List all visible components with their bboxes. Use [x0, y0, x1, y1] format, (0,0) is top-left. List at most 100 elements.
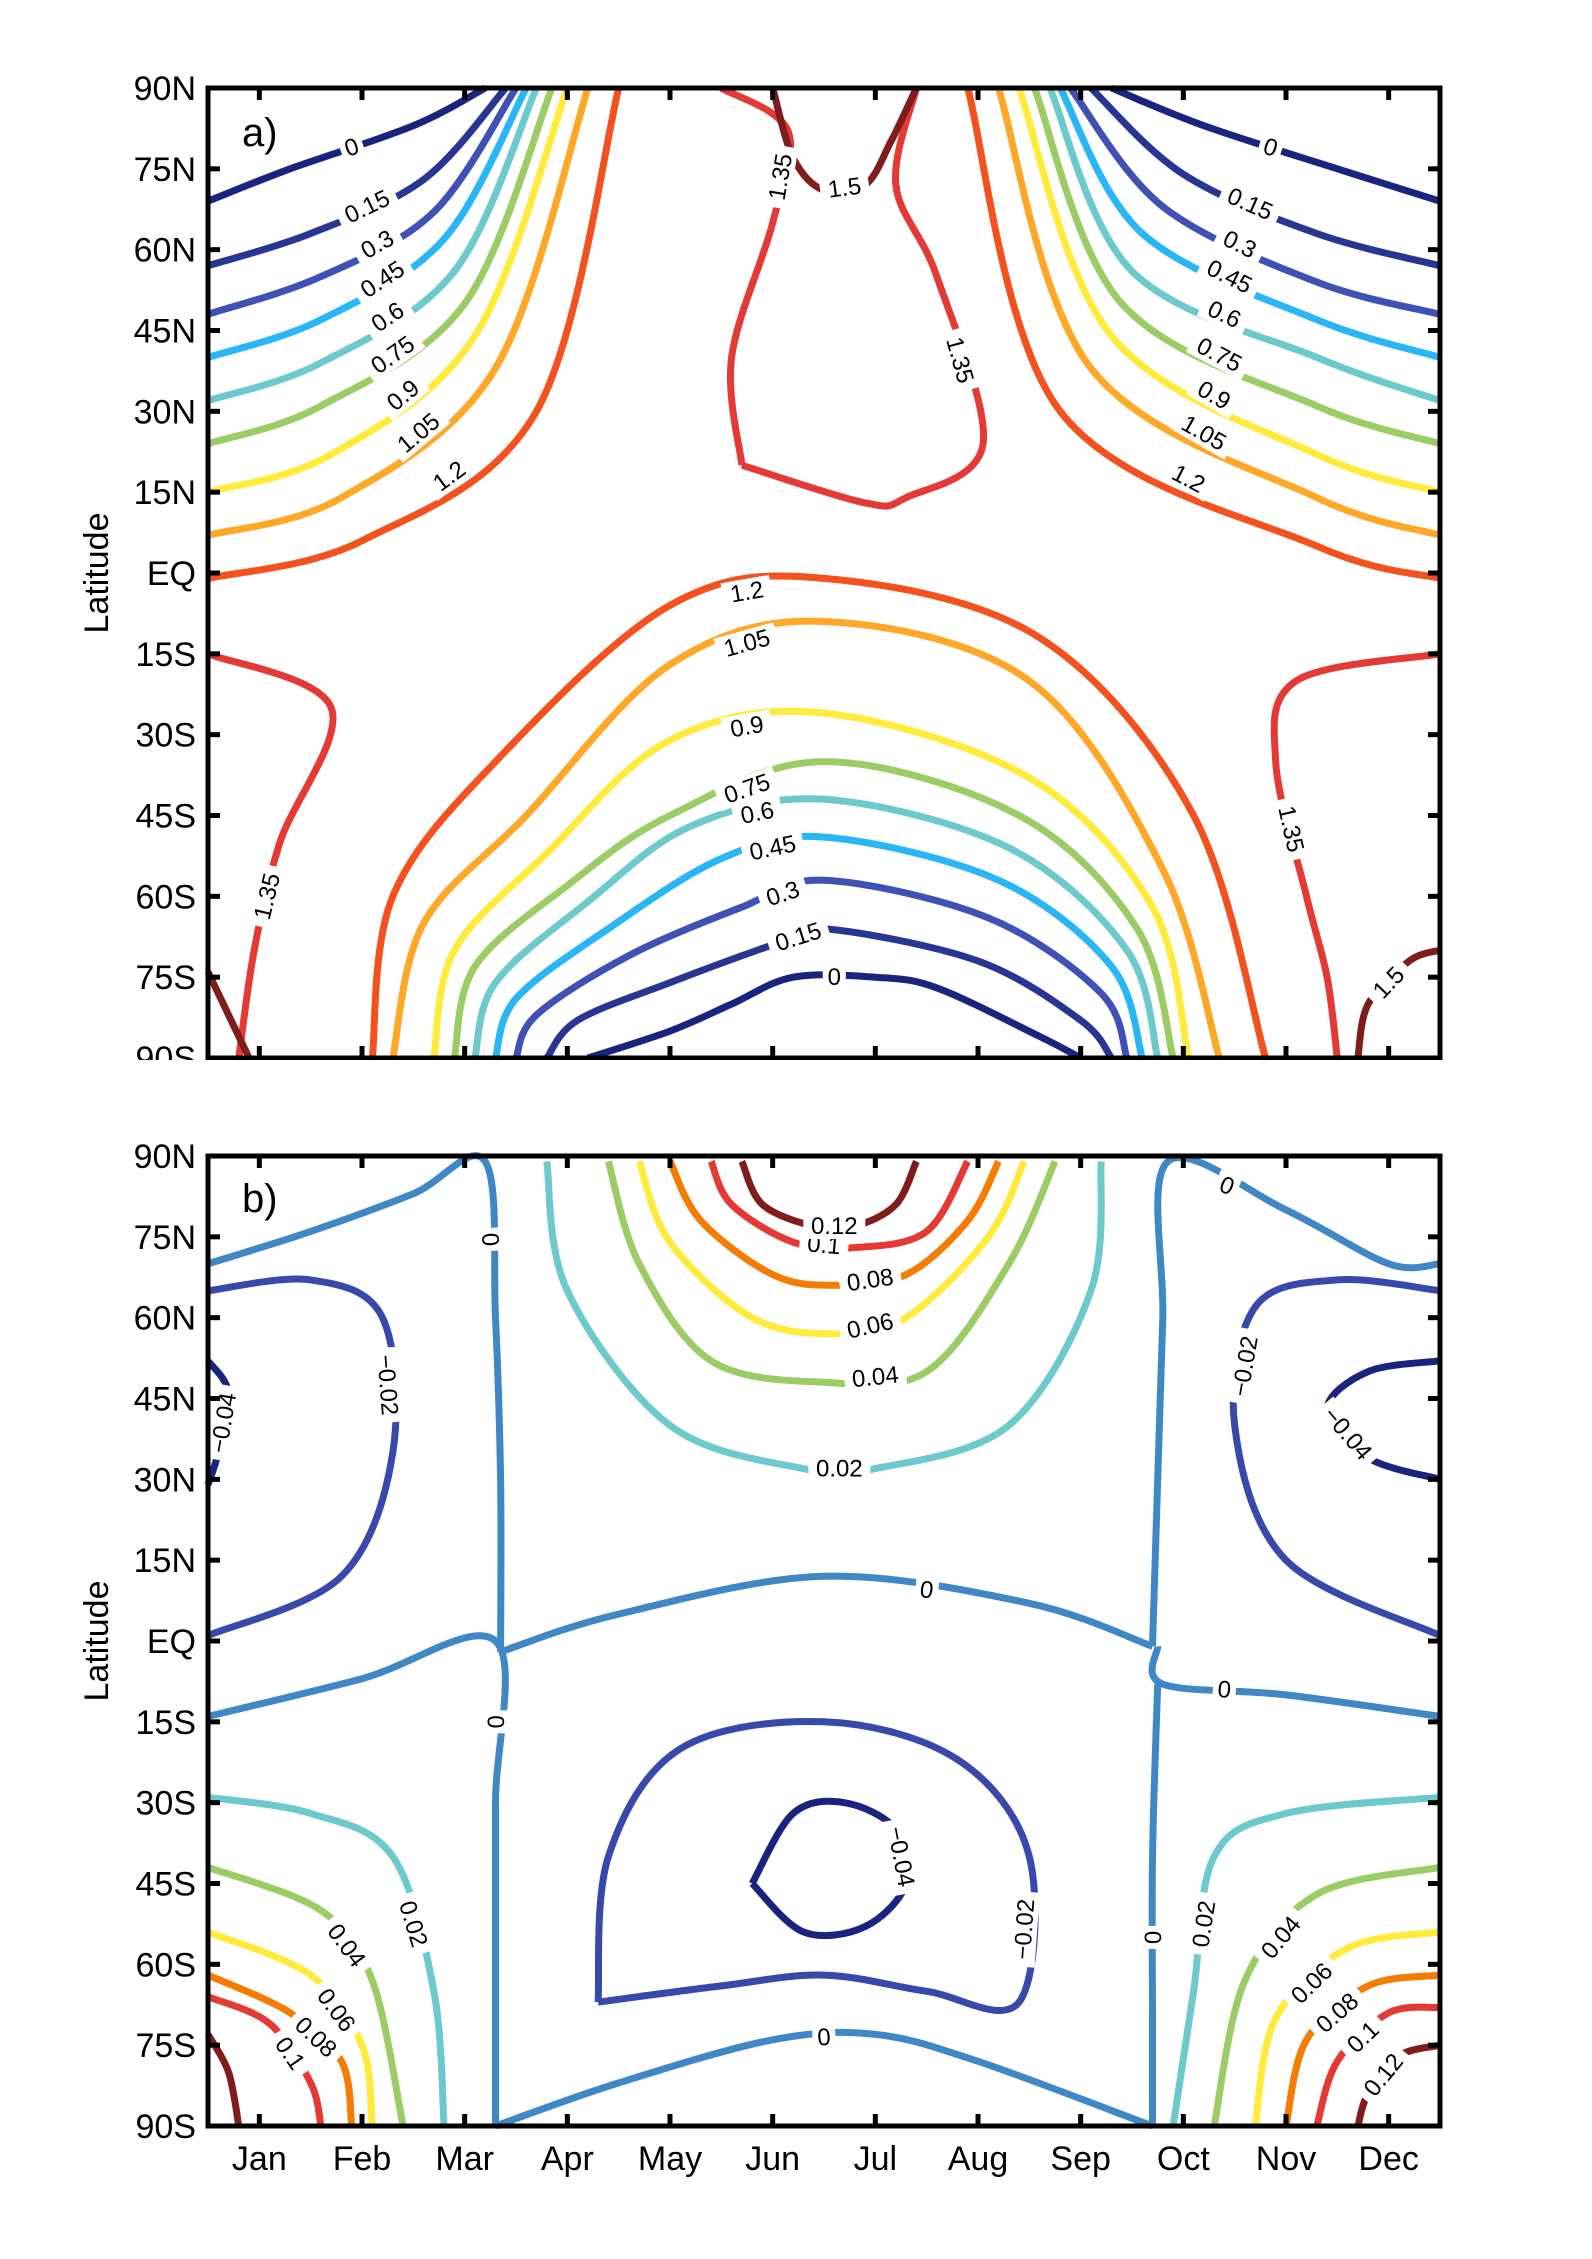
contour-line	[206, 1152, 505, 1652]
contour-line	[368, 572, 1269, 1059]
contour-line	[204, 970, 253, 1060]
contour-label-bg	[1251, 1905, 1311, 1970]
contour-label-bg	[371, 1346, 404, 1424]
y-tick-label: 15S	[136, 636, 197, 674]
contour-label-bg	[336, 131, 367, 164]
contour-label-bg	[1280, 1952, 1343, 2015]
contour-label: 0.3	[755, 873, 811, 914]
contour-label-bg	[204, 1383, 243, 1462]
contour-label: 0.9	[720, 709, 774, 744]
contour-label-bg	[360, 292, 416, 342]
contour-label-bg	[1185, 328, 1253, 381]
contour-label-text: 0.45	[747, 830, 798, 866]
contour-label-bg	[818, 171, 871, 204]
contour-label: 1.05	[713, 622, 781, 664]
contour-line	[635, 1159, 1028, 1338]
contour-label-text: 1.35	[940, 334, 979, 386]
contour-label-text: 0	[476, 1232, 504, 1247]
contour-label-text: 0.02	[393, 1898, 432, 1951]
contour-label-bg	[730, 795, 784, 831]
x-tick-label: Jul	[854, 2140, 897, 2178]
contour-label-bg	[265, 2025, 315, 2081]
y-tick-label: 30S	[136, 717, 197, 755]
contour-label: −0.02	[1008, 1890, 1040, 1968]
contour-line	[543, 1160, 1105, 1478]
contour-label-bg	[803, 1213, 866, 1240]
contour-line	[719, 84, 795, 466]
contour-label-text: 1.05	[721, 624, 773, 663]
contour-label-bg	[1216, 179, 1284, 229]
y-tick-label: 60S	[136, 878, 197, 916]
contour-label-bg	[811, 2023, 837, 2051]
x-tick-label: Mar	[435, 2140, 494, 2178]
panel-b-y-tick-labels: 90N 75N 60N 45N 30N 15N EQ 15S 30S 45S 60S 75S 90S	[134, 1138, 196, 2146]
contour-label-bg	[1186, 371, 1242, 419]
contour-label: 0	[811, 2023, 837, 2051]
contour-line	[543, 924, 1115, 1060]
contour-label-bg	[386, 403, 451, 463]
contour-label-bg	[881, 1817, 921, 1896]
contour-label-bg	[349, 251, 416, 308]
contour-label: −0.02	[1225, 1327, 1265, 1406]
panel-b-ticks	[208, 1153, 1440, 2129]
contour-label-bg	[1212, 221, 1268, 267]
contour-line	[389, 617, 1223, 1060]
contour-label-bg	[307, 1977, 366, 2043]
contour-line	[995, 86, 1442, 539]
panel-a-y-tick-labels: 90N 75N 60N 45N 30N 15N EQ 15S 30S 45S 60S 75S 90S	[134, 70, 196, 1060]
contour-label-text: 0	[1217, 1676, 1233, 1704]
contour-label-bg	[391, 1890, 435, 1958]
contour-label: 0	[482, 1710, 509, 1734]
y-tick-label: 45N	[134, 313, 196, 351]
contour-label-text: 1.2	[728, 576, 766, 608]
contour-label-text: 0.04	[851, 1362, 900, 1394]
contour-label-bg	[247, 863, 287, 930]
panel-b-x-tick-labels: Jan Feb Mar Apr May Jun Jul Aug Sep Oct Nov Dec	[232, 2140, 1419, 2178]
x-tick-label: Apr	[541, 2140, 594, 2178]
contour-label: 0	[336, 131, 367, 164]
contour-label: −0.02	[371, 1346, 404, 1424]
contour-label: 0	[822, 964, 846, 991]
y-tick-label: 60N	[134, 232, 196, 270]
panel-a-y-axis-title: Latitude	[78, 513, 116, 634]
contour-line	[1148, 1645, 1441, 1720]
contour-line	[740, 87, 988, 510]
contour-line	[430, 707, 1192, 1059]
contour-label-bg	[349, 220, 406, 268]
contour-label: 0.08	[837, 1262, 903, 1298]
contour-label: 0.02	[1186, 1891, 1222, 1957]
contour-label-text: 0.08	[845, 1264, 895, 1298]
contour-label-text: 1.35	[249, 871, 286, 923]
panel-a-contours	[204, 84, 1442, 1060]
contour-label-bg	[1160, 455, 1217, 502]
contour-label: 0	[913, 1575, 940, 1605]
contour-line	[207, 1793, 448, 2127]
panel-b-contours	[204, 1152, 1442, 2130]
x-tick-label: Nov	[1256, 2140, 1316, 2178]
contour-label: 0	[1211, 1675, 1237, 1704]
contour-label-bg	[1196, 292, 1253, 337]
y-tick-label: 75N	[134, 151, 196, 189]
y-tick-label: 45S	[136, 798, 197, 836]
contour-line	[1148, 1683, 1162, 2126]
contour-label-bg	[284, 2006, 348, 2068]
y-tick-label: 15N	[134, 1542, 196, 1580]
contour-label-bg	[1211, 1675, 1237, 1704]
y-tick-label: 90S	[136, 1040, 197, 1060]
contour-label-bg	[837, 1262, 903, 1298]
contour-label-bg	[482, 1710, 509, 1734]
contour-label-text: 0.06	[845, 1308, 897, 1345]
contour-label: 0.15	[1216, 179, 1284, 229]
contour-label-bg	[843, 1360, 908, 1394]
panel-a-label: a)	[242, 111, 278, 155]
contour-label: 0.6	[730, 795, 784, 831]
contour-label: 0	[1255, 131, 1286, 164]
y-tick-label: 75S	[136, 2027, 197, 2065]
contour-line	[206, 86, 571, 496]
contour-label-bg	[375, 369, 431, 421]
contour-label-bg	[360, 326, 426, 384]
contour-label-bg	[913, 1575, 940, 1605]
contour-label: 0.45	[739, 828, 806, 867]
